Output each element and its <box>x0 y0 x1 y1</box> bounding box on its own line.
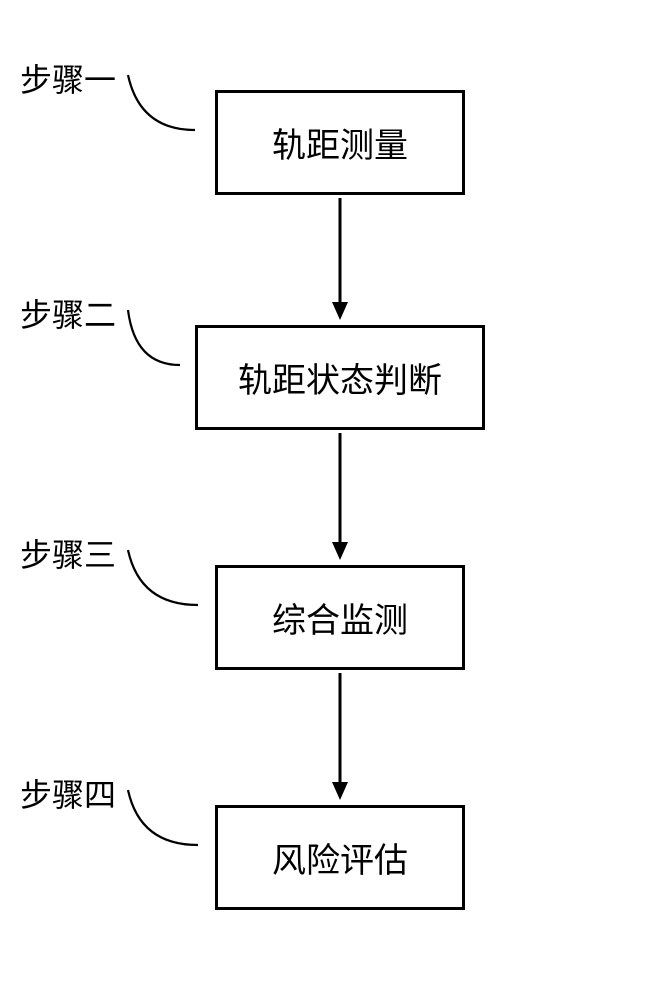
step-2-label: 步骤二 <box>20 290 116 336</box>
box-step-4-text: 风险评估 <box>272 833 408 882</box>
box-step-4: 风险评估 <box>215 805 465 910</box>
box-step-3: 综合监测 <box>215 565 465 670</box>
box-step-3-text: 综合监测 <box>272 593 408 642</box>
box-step-2: 轨距状态判断 <box>195 325 485 430</box>
step-3-label: 步骤三 <box>20 530 116 576</box>
box-step-1: 轨距测量 <box>215 90 465 195</box>
box-step-2-text: 轨距状态判断 <box>238 353 442 402</box>
step-1-label: 步骤一 <box>20 55 116 101</box>
step-4-label: 步骤四 <box>20 770 116 816</box>
box-step-1-text: 轨距测量 <box>272 118 408 167</box>
